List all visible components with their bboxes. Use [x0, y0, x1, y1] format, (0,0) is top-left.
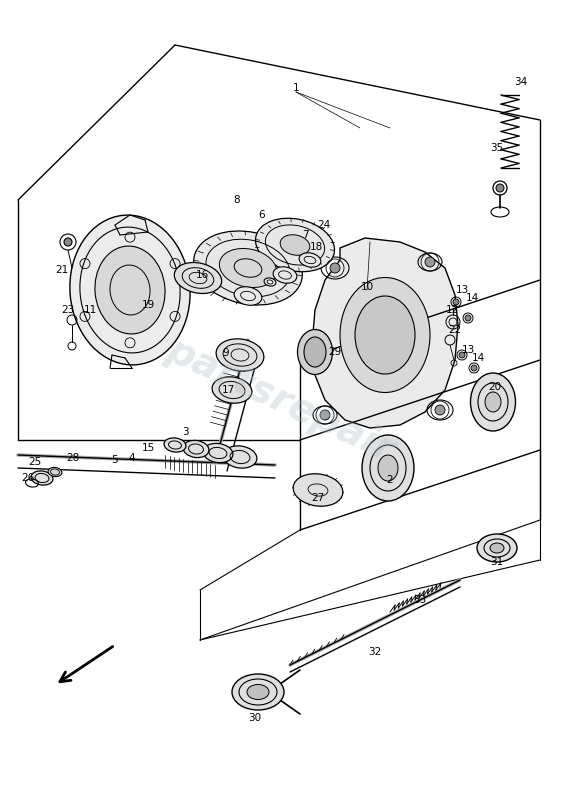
Text: 8: 8 [234, 195, 240, 205]
Text: 12: 12 [445, 305, 459, 315]
Ellipse shape [216, 339, 264, 371]
Ellipse shape [247, 685, 269, 699]
Ellipse shape [304, 337, 326, 367]
Text: 31: 31 [490, 557, 503, 567]
Ellipse shape [471, 373, 515, 431]
Text: 9: 9 [223, 348, 229, 358]
Text: 17: 17 [221, 385, 235, 395]
Text: 14: 14 [466, 293, 479, 303]
Ellipse shape [298, 330, 332, 374]
Text: 26: 26 [22, 473, 35, 483]
Text: 20: 20 [488, 382, 502, 392]
Ellipse shape [299, 253, 321, 267]
Ellipse shape [31, 471, 53, 485]
Text: 22: 22 [448, 325, 462, 335]
Ellipse shape [340, 278, 430, 393]
Ellipse shape [164, 438, 186, 452]
Text: 18: 18 [310, 242, 323, 252]
Text: 7: 7 [302, 230, 308, 240]
Circle shape [330, 263, 340, 273]
Ellipse shape [183, 440, 209, 458]
Text: partsrepair: partsrepair [160, 330, 400, 470]
Circle shape [435, 405, 445, 415]
Ellipse shape [378, 455, 398, 481]
Text: 35: 35 [490, 143, 503, 153]
Text: 10: 10 [361, 282, 374, 292]
Ellipse shape [490, 543, 504, 553]
Ellipse shape [280, 234, 310, 255]
Text: 24: 24 [318, 220, 331, 230]
Ellipse shape [273, 266, 297, 283]
Circle shape [320, 410, 330, 420]
Text: 11: 11 [83, 305, 96, 315]
Text: 32: 32 [369, 647, 382, 657]
Circle shape [496, 184, 504, 192]
Ellipse shape [203, 443, 233, 462]
Ellipse shape [48, 467, 62, 477]
Text: 13: 13 [455, 285, 468, 295]
Ellipse shape [256, 218, 335, 272]
Ellipse shape [355, 296, 415, 374]
Polygon shape [312, 238, 458, 428]
Ellipse shape [223, 446, 257, 468]
Text: 4: 4 [129, 453, 136, 463]
Text: 1: 1 [293, 83, 299, 93]
Text: 19: 19 [141, 300, 155, 310]
Text: 23: 23 [61, 305, 75, 315]
Ellipse shape [70, 215, 190, 365]
Text: 3: 3 [181, 427, 188, 437]
Circle shape [465, 315, 471, 321]
Circle shape [64, 238, 72, 246]
Ellipse shape [362, 435, 414, 501]
Text: 14: 14 [471, 353, 485, 363]
Ellipse shape [264, 278, 276, 286]
Circle shape [471, 365, 477, 371]
Text: 29: 29 [328, 347, 342, 357]
Text: 5: 5 [112, 455, 119, 465]
Ellipse shape [232, 674, 284, 710]
Text: 15: 15 [141, 443, 155, 453]
Text: 25: 25 [28, 457, 41, 467]
Ellipse shape [194, 231, 302, 305]
Ellipse shape [477, 534, 517, 562]
Text: 30: 30 [248, 713, 261, 723]
Text: 2: 2 [387, 475, 393, 485]
Text: 21: 21 [56, 265, 69, 275]
Ellipse shape [293, 474, 343, 506]
Text: 27: 27 [311, 493, 325, 503]
Text: 13: 13 [462, 345, 475, 355]
Ellipse shape [234, 286, 262, 306]
Circle shape [425, 257, 435, 267]
Ellipse shape [95, 246, 165, 334]
Circle shape [453, 299, 459, 305]
Text: 33: 33 [413, 595, 426, 605]
Ellipse shape [212, 377, 252, 403]
Text: 28: 28 [66, 453, 79, 463]
Circle shape [459, 352, 465, 358]
Ellipse shape [174, 262, 222, 294]
Text: 34: 34 [514, 77, 528, 87]
Ellipse shape [485, 392, 501, 412]
Ellipse shape [219, 249, 277, 287]
Text: 6: 6 [259, 210, 265, 220]
Text: 16: 16 [196, 270, 209, 280]
